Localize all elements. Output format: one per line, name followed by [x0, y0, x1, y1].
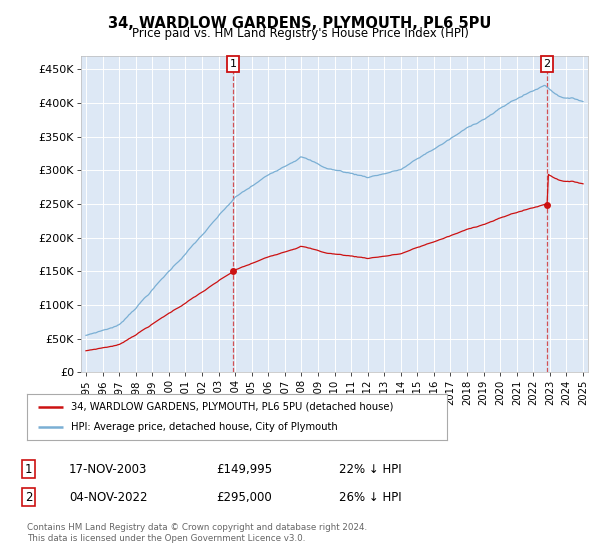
Text: 1: 1	[230, 59, 236, 69]
Text: 34, WARDLOW GARDENS, PLYMOUTH, PL6 5PU: 34, WARDLOW GARDENS, PLYMOUTH, PL6 5PU	[109, 16, 491, 31]
Text: 22% ↓ HPI: 22% ↓ HPI	[339, 463, 401, 476]
Text: 26% ↓ HPI: 26% ↓ HPI	[339, 491, 401, 504]
Text: 1: 1	[25, 463, 32, 476]
Text: Contains HM Land Registry data © Crown copyright and database right 2024.
This d: Contains HM Land Registry data © Crown c…	[27, 524, 367, 543]
Text: 17-NOV-2003: 17-NOV-2003	[69, 463, 148, 476]
Text: HPI: Average price, detached house, City of Plymouth: HPI: Average price, detached house, City…	[71, 422, 338, 432]
Text: Price paid vs. HM Land Registry's House Price Index (HPI): Price paid vs. HM Land Registry's House …	[131, 27, 469, 40]
Text: £149,995: £149,995	[216, 463, 272, 476]
Text: 2: 2	[25, 491, 32, 504]
Text: 2: 2	[544, 59, 551, 69]
Text: 04-NOV-2022: 04-NOV-2022	[69, 491, 148, 504]
Text: 34, WARDLOW GARDENS, PLYMOUTH, PL6 5PU (detached house): 34, WARDLOW GARDENS, PLYMOUTH, PL6 5PU (…	[71, 402, 394, 412]
Text: £295,000: £295,000	[216, 491, 272, 504]
